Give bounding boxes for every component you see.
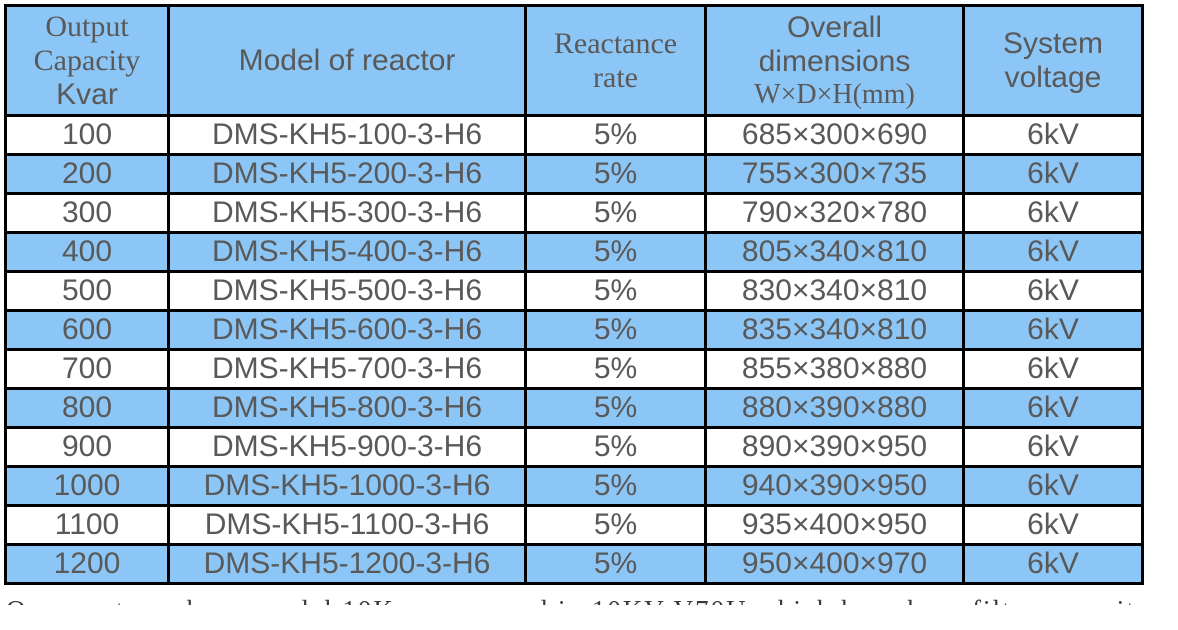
dimensions-cell: 805×340×810 [704,231,965,273]
cut-off-note-text: Our reactors above model 10Kvar are used… [6,595,1176,605]
reactance-cell: 5% [524,504,707,546]
cut-off-note: Our reactors above model 10Kvar are used… [6,595,1176,605]
header-voltage-line1: System [1002,26,1104,60]
table-row: 900 DMS-KH5-900-3-H6 5% 890×390×950 6kV [4,426,1144,468]
dimensions-cell: 880×390×880 [704,387,965,429]
reactance-cell: 5% [524,309,707,351]
table-row: 400 DMS-KH5-400-3-H6 5% 805×340×810 6kV [4,231,1144,273]
reactance-cell: 5% [524,465,707,507]
dimensions-cell: 835×340×810 [704,309,965,351]
capacity-cell: 700 [4,348,170,390]
capacity-cell: 800 [4,387,170,429]
model-cell: DMS-KH5-300-3-H6 [167,192,527,234]
capacity-cell: 900 [4,426,170,468]
header-model-line1: Model of reactor [238,43,456,77]
header-dimensions-line1: Overall [786,10,883,44]
reactance-cell: 5% [524,114,707,156]
header-system-voltage: System voltage [962,4,1144,117]
table-header-row: Output Capacity Kvar Model of reactor Re… [4,4,1144,117]
table-row: 800 DMS-KH5-800-3-H6 5% 880×390×880 6kV [4,387,1144,429]
capacity-cell: 100 [4,114,170,156]
table-row: 100 DMS-KH5-100-3-H6 5% 685×300×690 6kV [4,114,1144,156]
voltage-cell: 6kV [962,504,1144,546]
dimensions-cell: 830×340×810 [704,270,965,312]
table-row: 700 DMS-KH5-700-3-H6 5% 855×380×880 6kV [4,348,1144,390]
header-output-capacity-line2: Capacity [33,43,141,77]
voltage-cell: 6kV [962,231,1144,273]
model-cell: DMS-KH5-1000-3-H6 [167,465,527,507]
model-cell: DMS-KH5-400-3-H6 [167,231,527,273]
model-cell: DMS-KH5-100-3-H6 [167,114,527,156]
dimensions-cell: 855×380×880 [704,348,965,390]
model-cell: DMS-KH5-600-3-H6 [167,309,527,351]
model-cell: DMS-KH5-1200-3-H6 [167,543,527,585]
voltage-cell: 6kV [962,153,1144,195]
capacity-cell: 200 [4,153,170,195]
reactance-cell: 5% [524,270,707,312]
table-row: 300 DMS-KH5-300-3-H6 5% 790×320×780 6kV [4,192,1144,234]
header-model: Model of reactor [167,4,527,117]
voltage-cell: 6kV [962,309,1144,351]
dimensions-cell: 940×390×950 [704,465,965,507]
reactor-spec-table: Output Capacity Kvar Model of reactor Re… [4,4,1144,585]
header-output-capacity: Output Capacity Kvar [4,4,170,117]
header-dimensions-line3: W×D×H(mm) [754,78,915,110]
model-cell: DMS-KH5-1100-3-H6 [167,504,527,546]
reactance-cell: 5% [524,543,707,585]
voltage-cell: 6kV [962,270,1144,312]
voltage-cell: 6kV [962,543,1144,585]
header-dimensions-line2: dimensions [758,44,911,78]
table-row: 1200 DMS-KH5-1200-3-H6 5% 950×400×970 6k… [4,543,1144,585]
model-cell: DMS-KH5-900-3-H6 [167,426,527,468]
reactance-cell: 5% [524,231,707,273]
reactance-cell: 5% [524,348,707,390]
header-output-capacity-line3: Kvar [56,77,118,111]
capacity-cell: 300 [4,192,170,234]
capacity-cell: 1200 [4,543,170,585]
dimensions-cell: 890×390×950 [704,426,965,468]
voltage-cell: 6kV [962,348,1144,390]
capacity-cell: 400 [4,231,170,273]
capacity-cell: 600 [4,309,170,351]
header-reactance-line2: rate [593,60,638,94]
table-row: 500 DMS-KH5-500-3-H6 5% 830×340×810 6kV [4,270,1144,312]
header-output-capacity-line1: Output [45,9,129,43]
table-row: 1000 DMS-KH5-1000-3-H6 5% 940×390×950 6k… [4,465,1144,507]
voltage-cell: 6kV [962,426,1144,468]
header-voltage-line2: voltage [1004,60,1102,94]
header-reactance-line1: Reactance [553,26,678,60]
table-row: 200 DMS-KH5-200-3-H6 5% 755×300×735 6kV [4,153,1144,195]
dimensions-cell: 935×400×950 [704,504,965,546]
header-reactance-rate: Reactance rate [524,4,707,117]
header-overall-dimensions: Overall dimensions W×D×H(mm) [704,4,965,117]
dimensions-cell: 755×300×735 [704,153,965,195]
reactance-cell: 5% [524,387,707,429]
voltage-cell: 6kV [962,192,1144,234]
reactance-cell: 5% [524,192,707,234]
capacity-cell: 1000 [4,465,170,507]
dimensions-cell: 685×300×690 [704,114,965,156]
model-cell: DMS-KH5-700-3-H6 [167,348,527,390]
model-cell: DMS-KH5-500-3-H6 [167,270,527,312]
reactance-cell: 5% [524,153,707,195]
table-row: 600 DMS-KH5-600-3-H6 5% 835×340×810 6kV [4,309,1144,351]
voltage-cell: 6kV [962,114,1144,156]
capacity-cell: 1100 [4,504,170,546]
voltage-cell: 6kV [962,387,1144,429]
capacity-cell: 500 [4,270,170,312]
reactance-cell: 5% [524,426,707,468]
voltage-cell: 6kV [962,465,1144,507]
model-cell: DMS-KH5-200-3-H6 [167,153,527,195]
model-cell: DMS-KH5-800-3-H6 [167,387,527,429]
dimensions-cell: 950×400×970 [704,543,965,585]
dimensions-cell: 790×320×780 [704,192,965,234]
table-row: 1100 DMS-KH5-1100-3-H6 5% 935×400×950 6k… [4,504,1144,546]
